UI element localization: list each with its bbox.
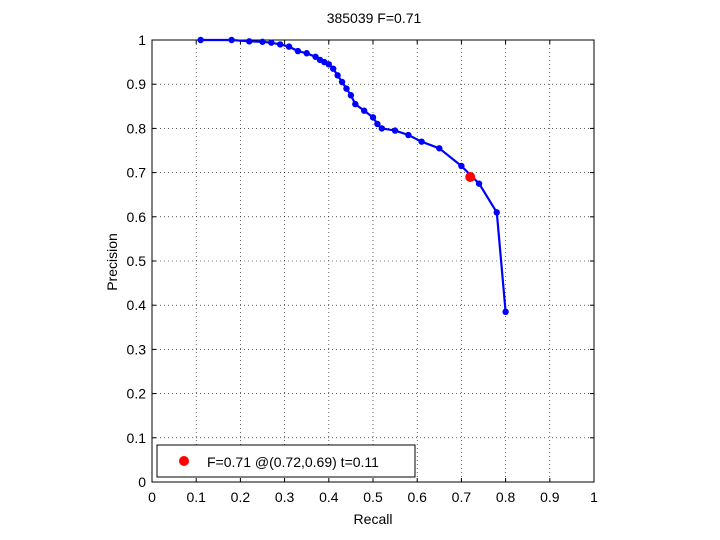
series-point: [391, 127, 399, 134]
legend-box: [156, 444, 416, 478]
series-point: [330, 65, 337, 72]
series-point: [303, 50, 310, 57]
series-point: [246, 38, 253, 45]
series-point: [347, 92, 355, 99]
series-point: [475, 180, 483, 187]
x-tick-label: 0.3: [275, 489, 295, 505]
x-tick-label: 0.8: [496, 489, 516, 505]
best-f-point: [465, 172, 476, 183]
grid: [152, 40, 594, 482]
y-tick-label: 0.2: [127, 386, 147, 402]
series-point: [405, 131, 412, 139]
x-axis-label: Recall: [354, 511, 393, 527]
x-tick-label: 0: [148, 489, 156, 505]
series-layer: [197, 36, 509, 316]
series-point: [325, 61, 332, 68]
y-tick-label: 1: [138, 32, 146, 48]
series-point: [268, 39, 275, 46]
series-point: [197, 36, 204, 44]
x-tick-label: 1: [590, 489, 598, 505]
y-tick-label: 0.9: [127, 76, 147, 92]
legend-label: F=0.71 @(0.72,0.69) t=0.11: [207, 454, 379, 470]
series-point: [276, 41, 284, 48]
x-tick-label: 0.7: [452, 489, 472, 505]
series-point: [436, 145, 443, 152]
axis-ticks: 00 0.1 0.1 0.2 0.2 0.3 0.3 0.4 0.4 0.5 0.5 0.6 0.6 0.…: [127, 32, 599, 505]
y-tick-label: 0.3: [127, 341, 147, 357]
series-point: [458, 162, 465, 170]
series-point: [374, 120, 381, 128]
y-tick-label: 0.8: [127, 120, 147, 136]
x-tick-label: 0.5: [363, 489, 383, 505]
series-point: [418, 138, 425, 145]
series-point: [360, 107, 368, 114]
x-tick-label: 0.9: [540, 489, 560, 505]
legend-marker: [179, 456, 189, 466]
series-point: [343, 85, 350, 92]
series-point: [352, 100, 359, 108]
x-tick-label: 0.6: [407, 489, 427, 505]
series-line: [200, 38, 507, 312]
series-point: [259, 38, 266, 45]
x-tick-label: 0.4: [319, 489, 339, 505]
chart-title: 385039 F=0.71: [327, 10, 422, 26]
y-tick-label: 0.4: [127, 297, 147, 313]
y-tick-label: 0.7: [127, 165, 147, 181]
legend: F=0.71 @(0.72,0.69) t=0.11: [156, 444, 416, 478]
series-point: [502, 308, 509, 316]
series-point: [493, 209, 500, 216]
series-point: [228, 36, 235, 44]
series-point: [334, 72, 341, 79]
series-point: [378, 125, 386, 132]
series-point: [369, 114, 377, 121]
x-tick-label: 0.2: [231, 489, 251, 505]
series-point: [338, 78, 346, 86]
y-axis-label: Precision: [104, 233, 120, 291]
y-tick-label: 0.6: [127, 209, 147, 225]
x-tick-label: 0.1: [186, 489, 206, 505]
series-point: [285, 43, 293, 50]
y-tick-label: 0: [138, 474, 146, 490]
y-tick-label: 0.1: [127, 430, 147, 446]
series-point: [294, 47, 302, 55]
y-tick-label: 0.5: [127, 253, 147, 269]
